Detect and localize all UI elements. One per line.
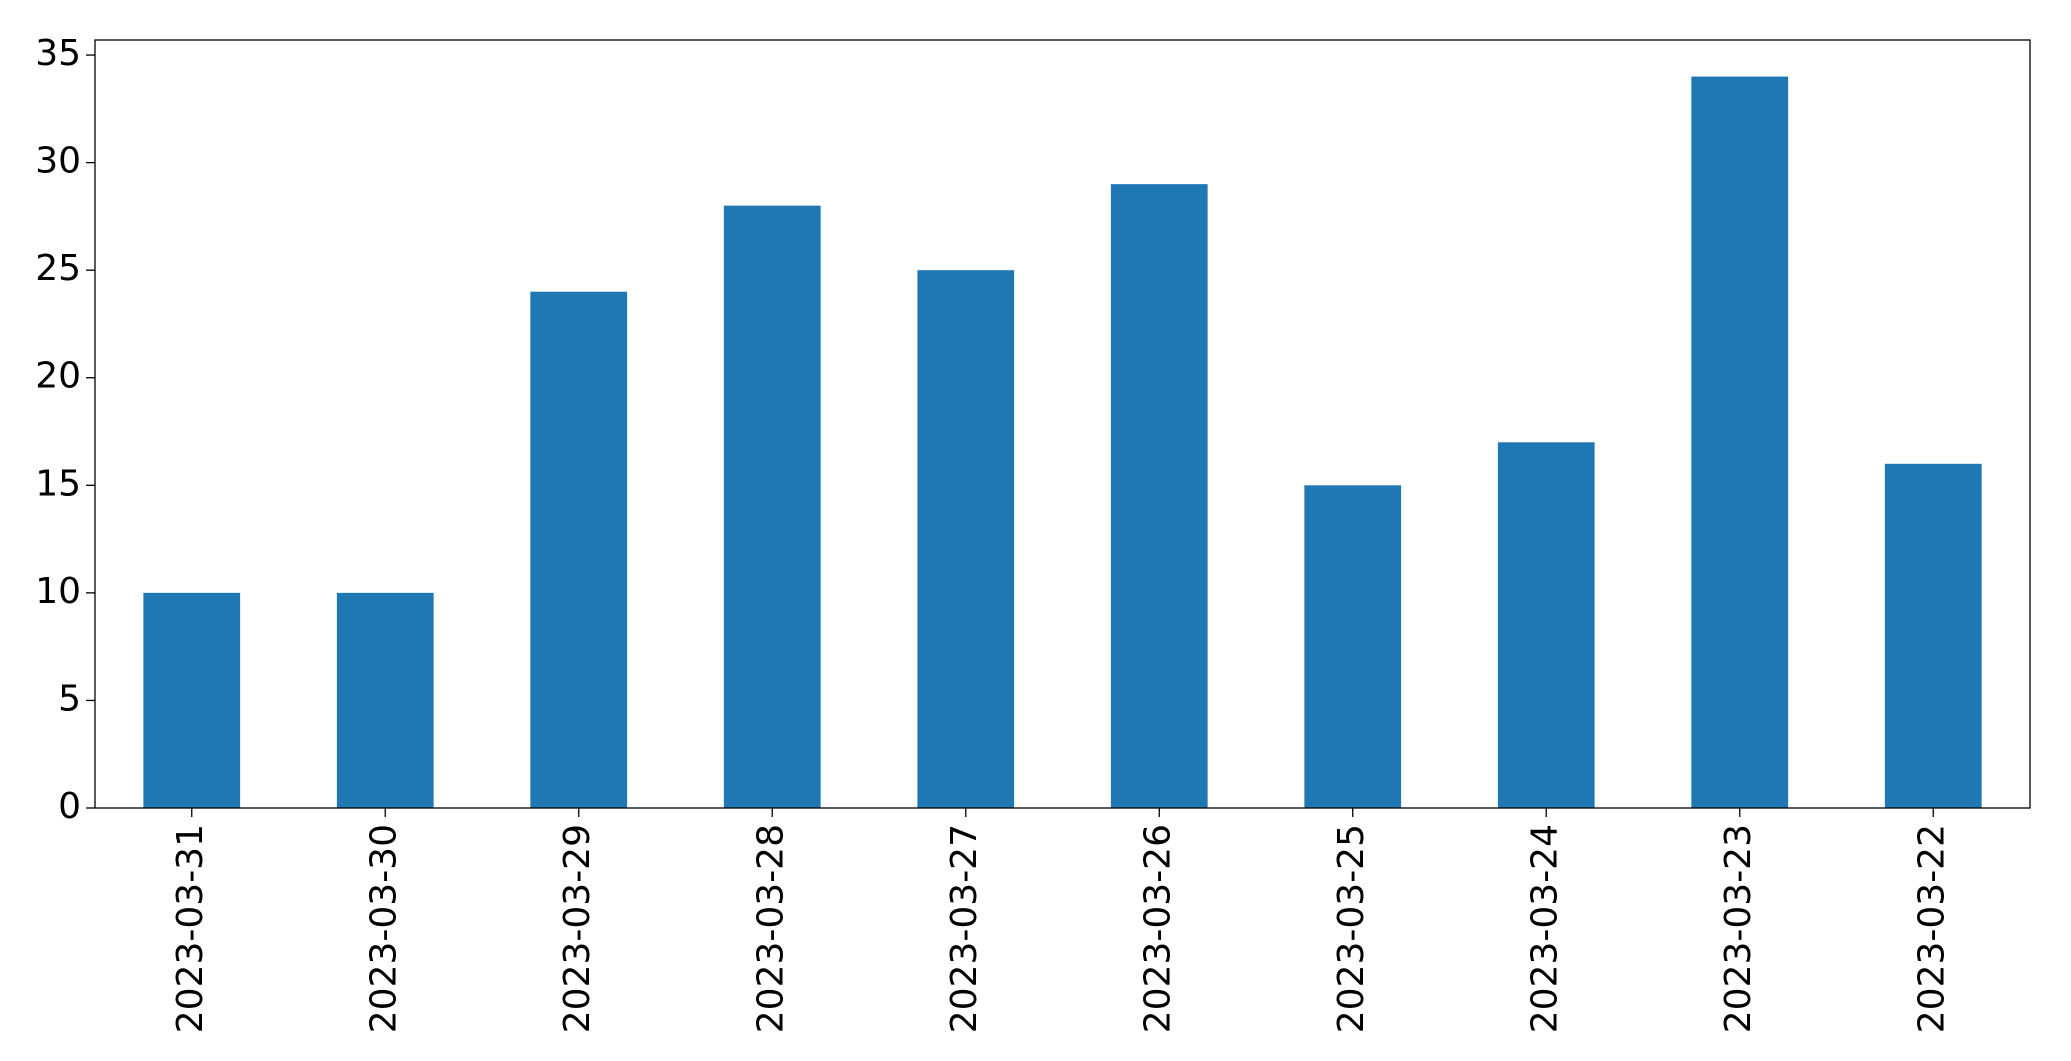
y-tick-label: 15 xyxy=(35,463,81,504)
bar xyxy=(1691,76,1789,809)
bar xyxy=(1884,463,1982,808)
x-tick-label: 2023-03-26 xyxy=(1137,824,1178,1033)
bar xyxy=(530,291,628,808)
x-tick-label: 2023-03-24 xyxy=(1524,824,1565,1033)
y-tick-label: 10 xyxy=(35,571,81,612)
x-tick-label: 2023-03-25 xyxy=(1331,824,1372,1033)
x-tick-label: 2023-03-31 xyxy=(170,824,211,1033)
x-tick-label: 2023-03-30 xyxy=(363,824,404,1033)
x-tick-label: 2023-03-28 xyxy=(750,824,791,1033)
bar xyxy=(1304,485,1402,808)
y-tick-label: 0 xyxy=(58,786,81,827)
bar xyxy=(1110,184,1208,808)
x-tick-label: 2023-03-22 xyxy=(1911,824,1952,1033)
x-tick-label: 2023-03-27 xyxy=(944,824,985,1033)
x-tick-label: 2023-03-23 xyxy=(1718,824,1759,1033)
plot-frame xyxy=(94,39,2031,809)
y-tick-label: 5 xyxy=(58,678,81,719)
bar xyxy=(723,205,821,808)
bar xyxy=(1497,442,1595,808)
bar xyxy=(336,592,434,808)
y-tick-label: 35 xyxy=(35,33,81,74)
bar xyxy=(143,592,241,808)
y-tick-label: 25 xyxy=(35,248,81,289)
y-tick-label: 30 xyxy=(35,141,81,182)
bar xyxy=(917,270,1015,808)
y-tick-label: 20 xyxy=(35,356,81,397)
x-tick-label: 2023-03-29 xyxy=(557,824,598,1033)
